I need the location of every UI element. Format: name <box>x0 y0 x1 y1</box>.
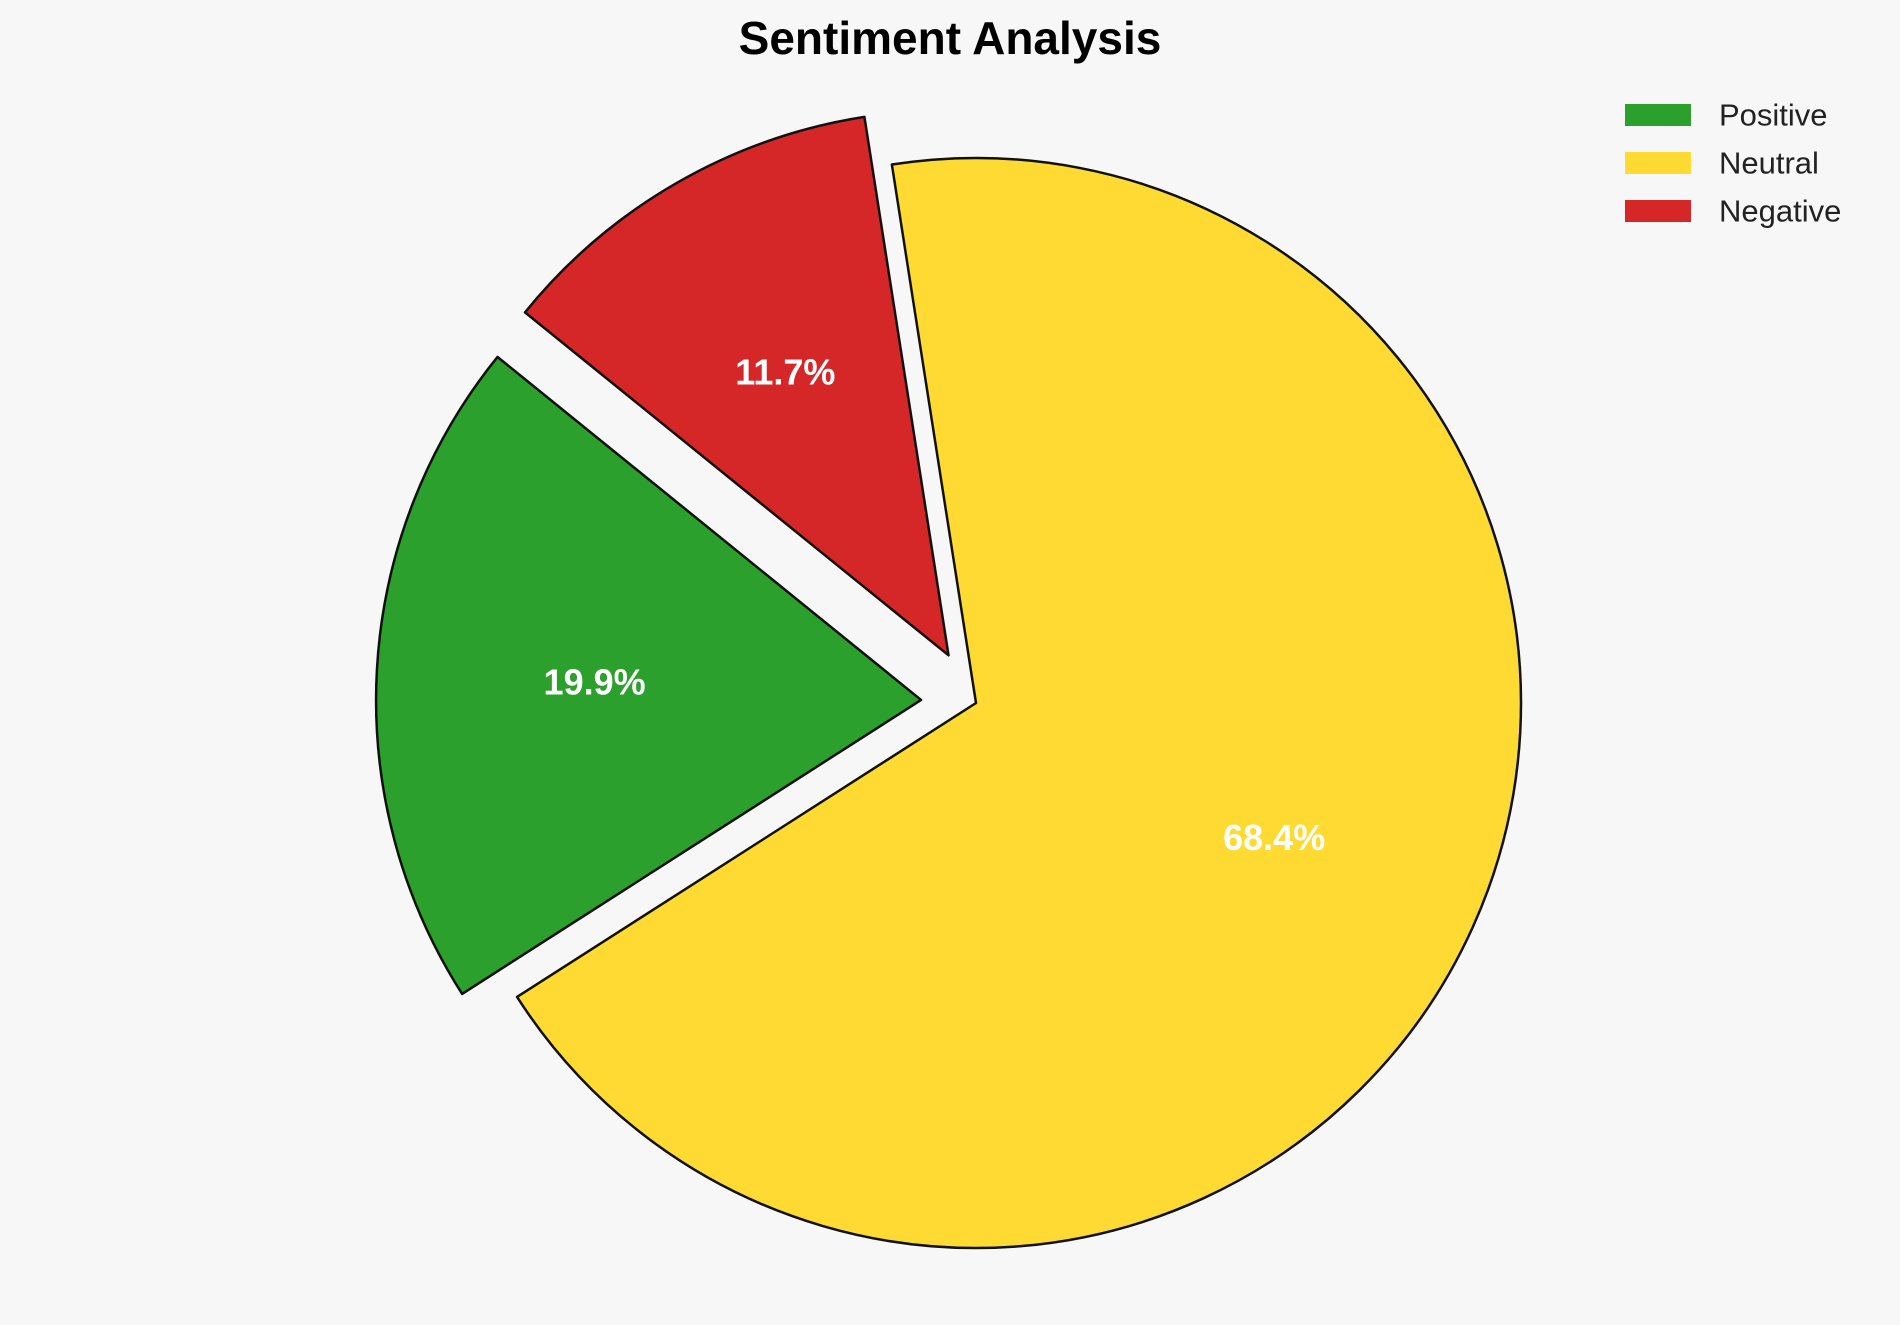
legend-swatch-negative <box>1625 200 1691 222</box>
slice-label-negative: 11.7% <box>735 351 835 392</box>
slice-label-neutral: 68.4% <box>1223 817 1325 858</box>
legend-label-positive: Positive <box>1719 98 1828 133</box>
legend: Positive Neutral Negative <box>1625 98 1841 229</box>
legend-label-neutral: Neutral <box>1719 146 1819 181</box>
legend-swatch-positive <box>1625 104 1691 126</box>
pie-slice-neutral <box>515 156 1523 1250</box>
pie-slice-negative <box>523 115 950 657</box>
legend-swatch-neutral <box>1625 152 1691 174</box>
legend-label-negative: Negative <box>1719 194 1841 229</box>
pie-slices <box>374 115 1523 1250</box>
chart-title: Sentiment Analysis <box>739 12 1162 64</box>
pie-slice-positive <box>374 355 923 996</box>
pie-value-labels: 19.9% 68.4% 11.7% <box>544 351 1326 857</box>
slice-label-positive: 19.9% <box>544 661 646 702</box>
